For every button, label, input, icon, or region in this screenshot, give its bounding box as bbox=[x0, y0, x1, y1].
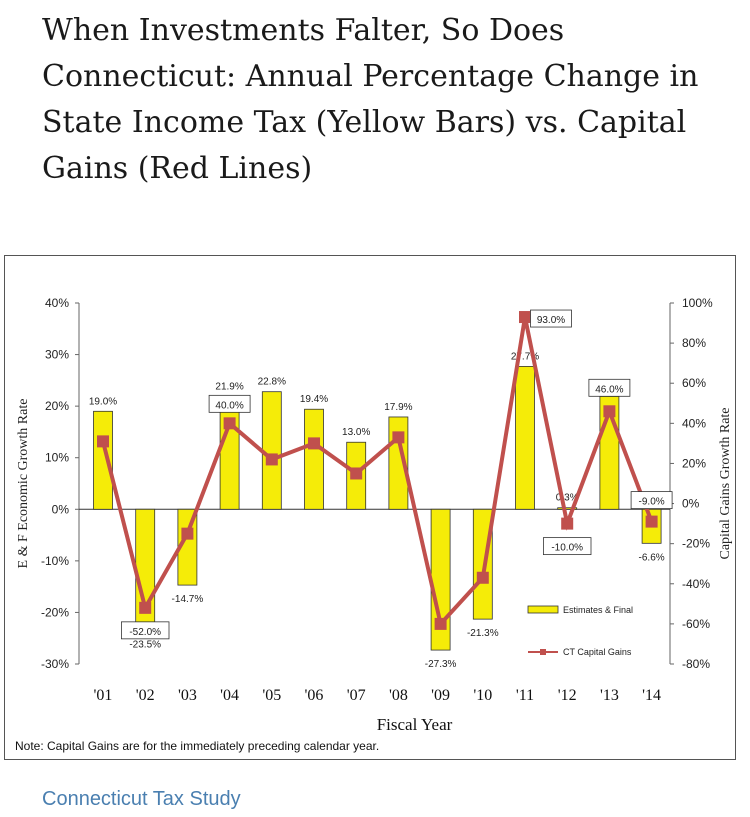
capital-gains-marker bbox=[476, 571, 489, 584]
callout-label: -9.0% bbox=[639, 497, 665, 508]
capital-gains-line bbox=[101, 316, 654, 629]
bar-value-label: -23.5% bbox=[129, 639, 161, 650]
bar-value-label: -27.3% bbox=[425, 659, 457, 670]
legend-bar-swatch bbox=[527, 605, 559, 614]
legend-line-label: CT Capital Gains bbox=[563, 647, 632, 657]
x-tick-label: '14 bbox=[642, 687, 661, 704]
x-tick-label: '13 bbox=[600, 687, 619, 704]
bar-value-label: 19.4% bbox=[300, 394, 328, 405]
capital-gains-marker bbox=[645, 515, 658, 528]
capital-gains-marker bbox=[139, 601, 152, 614]
left-tick-label: -10% bbox=[41, 554, 69, 568]
bar-value-label: -6.6% bbox=[639, 552, 665, 563]
x-tick-label: '06 bbox=[305, 687, 324, 704]
x-axis-title: Fiscal Year bbox=[377, 715, 453, 734]
right-tick-label: 80% bbox=[682, 336, 706, 350]
callout-box bbox=[208, 394, 251, 413]
headline: When Investments Falter, So Does Connect… bbox=[42, 13, 699, 186]
right-tick-label: -80% bbox=[682, 657, 710, 671]
x-tick-label: '05 bbox=[262, 687, 281, 704]
x-tick-label: '02 bbox=[136, 687, 155, 704]
bar bbox=[261, 391, 282, 510]
left-tick-label: -20% bbox=[41, 605, 69, 619]
callout-box bbox=[530, 309, 572, 328]
chart-frame: 40% 30% 20% 10% 0% -10% -20% -30% 100% 80% 60% 40% 2… bbox=[4, 255, 736, 760]
legend-bar-label: Estimates & Final bbox=[563, 605, 633, 615]
callout-label: -52.0% bbox=[129, 627, 161, 638]
left-tick-label: 0% bbox=[52, 502, 70, 516]
right-tick-label: 40% bbox=[682, 416, 706, 430]
x-tick-label: '09 bbox=[431, 687, 450, 704]
capital-gains-marker bbox=[434, 617, 447, 630]
capital-gains-marker bbox=[308, 437, 320, 450]
left-tick-label: -30% bbox=[41, 657, 69, 671]
x-tick-label: '12 bbox=[558, 687, 577, 704]
callout-label: 40.0% bbox=[215, 400, 243, 411]
right-tick-label: -60% bbox=[682, 617, 710, 631]
bar-value-label: 13.0% bbox=[342, 427, 370, 438]
bar-value-label: -21.3% bbox=[467, 628, 499, 639]
capital-gains-marker bbox=[561, 517, 574, 530]
bar bbox=[304, 408, 324, 510]
right-tick-label: 100% bbox=[682, 296, 713, 310]
legend-line-marker bbox=[540, 649, 546, 655]
bar-value-label: 22.8% bbox=[258, 377, 286, 388]
bar-value-label: -14.7% bbox=[172, 594, 204, 605]
chart: 40% 30% 20% 10% 0% -10% -20% -30% 100% 80% 60% 40% 2… bbox=[15, 296, 733, 753]
left-tick-label: 10% bbox=[45, 451, 69, 465]
right-tick-label: -40% bbox=[682, 577, 710, 591]
bar-value-label: 17.9% bbox=[384, 402, 412, 413]
x-tick-label: '10 bbox=[473, 687, 492, 704]
capital-gains-marker bbox=[265, 453, 278, 466]
callout-box bbox=[121, 621, 170, 640]
x-tick-label: '11 bbox=[516, 687, 534, 704]
x-tick-label: '03 bbox=[178, 687, 197, 704]
callout-box bbox=[630, 491, 673, 510]
callout-label: -10.0% bbox=[551, 543, 583, 554]
capital-gains-marker bbox=[223, 417, 236, 430]
bar-value-label: 0.3% bbox=[556, 493, 579, 504]
x-tick-label: '01 bbox=[94, 687, 113, 704]
capital-gains-marker bbox=[392, 431, 405, 444]
right-tick-label: 20% bbox=[682, 456, 706, 470]
y2-axis-title: Capital Gains Growth Rate bbox=[718, 407, 733, 559]
capital-gains-marker bbox=[519, 311, 531, 324]
left-tick-label: 30% bbox=[45, 348, 69, 362]
callout-label: 46.0% bbox=[595, 384, 623, 395]
callout-box bbox=[588, 378, 631, 397]
capital-gains-marker bbox=[603, 405, 616, 418]
right-tick-label: 0% bbox=[682, 497, 700, 511]
y-axis-title: E & F Economic Growth Rate bbox=[16, 399, 31, 569]
bar-value-label: 19.0% bbox=[89, 396, 117, 407]
x-tick-label: '04 bbox=[220, 687, 239, 704]
bar bbox=[515, 366, 535, 510]
capital-gains-marker bbox=[181, 527, 194, 540]
bar-value-label: 21.9% bbox=[215, 381, 243, 392]
source-link[interactable]: Connecticut Tax Study bbox=[42, 788, 241, 810]
x-tick-label: '08 bbox=[389, 687, 408, 704]
capital-gains-marker bbox=[97, 435, 109, 448]
chart-note: Note: Capital Gains are for the immediat… bbox=[15, 739, 379, 753]
x-tick-label: '07 bbox=[347, 687, 366, 704]
bar bbox=[557, 507, 578, 510]
right-tick-label: -20% bbox=[682, 537, 710, 551]
left-tick-label: 40% bbox=[45, 296, 69, 310]
left-tick-label: 20% bbox=[45, 399, 69, 413]
bar-value-label: 27.7% bbox=[511, 351, 539, 362]
bar bbox=[219, 395, 240, 510]
callout-box bbox=[543, 537, 592, 556]
right-tick-label: 60% bbox=[682, 376, 706, 390]
callout-label: 93.0% bbox=[537, 315, 565, 326]
capital-gains-marker bbox=[350, 467, 363, 480]
